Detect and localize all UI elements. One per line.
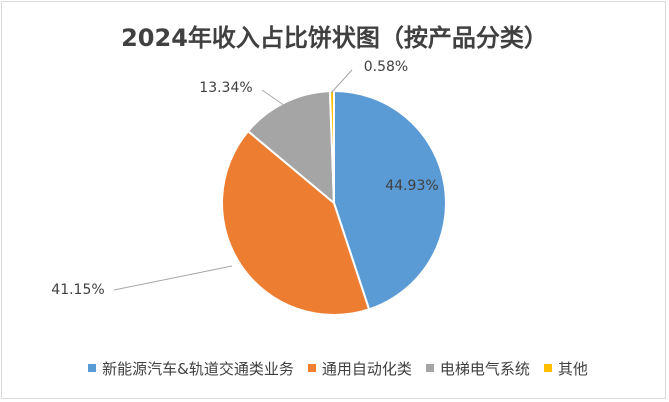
- pie-slice-3: [246, 90, 336, 206]
- data-label-4: 0.58%: [364, 59, 408, 75]
- pie-slice-2: [221, 129, 371, 316]
- legend-label: 通用自动化类: [321, 359, 412, 378]
- legend-label: 其他: [557, 359, 588, 378]
- legend-swatch: [88, 364, 97, 372]
- leader-line-3: [261, 89, 289, 109]
- legend-label: 电梯电气系统: [439, 359, 530, 378]
- leader-line-2: [113, 265, 233, 291]
- data-labels: 44.93% 41.15% 13.34% 0.58%: [51, 59, 438, 298]
- data-label-2: 41.15%: [51, 282, 104, 298]
- legend-swatch: [307, 364, 316, 372]
- legend-swatch: [425, 364, 434, 372]
- chart-title: 2024年收入占比饼状图（按产品分类）: [121, 24, 548, 52]
- data-label-3: 13.34%: [199, 80, 252, 96]
- leader-line-4: [330, 69, 353, 94]
- legend-item-1: 新能源汽车&轨道交通类业务: [88, 358, 294, 379]
- legend-item-3: 电梯电气系统: [425, 358, 530, 379]
- legend-swatch: [543, 364, 552, 372]
- legend-item-2: 通用自动化类: [307, 358, 412, 379]
- pie-slice-4: [328, 89, 335, 204]
- pie-slice-1: [333, 89, 447, 311]
- data-label-1: 44.93%: [385, 178, 438, 194]
- chart-legend: 新能源汽车&轨道交通类业务 通用自动化类 电梯电气系统 其他: [38, 358, 638, 378]
- leader-lines: [113, 69, 353, 291]
- legend-item-4: 其他: [543, 358, 588, 379]
- pie-slices: [221, 89, 447, 316]
- legend-label: 新能源汽车&轨道交通类业务: [102, 359, 294, 378]
